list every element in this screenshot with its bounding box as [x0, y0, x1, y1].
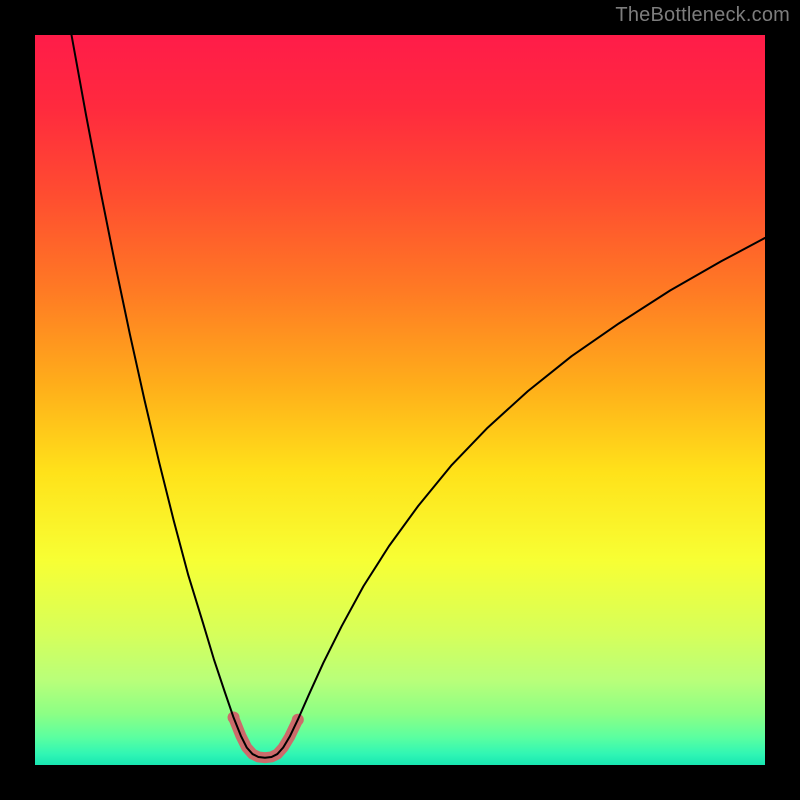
watermark-text: TheBottleneck.com — [615, 4, 790, 27]
bottleneck-chart-svg — [0, 0, 800, 800]
bottleneck-chart-canvas: TheBottleneck.com — [0, 0, 800, 800]
